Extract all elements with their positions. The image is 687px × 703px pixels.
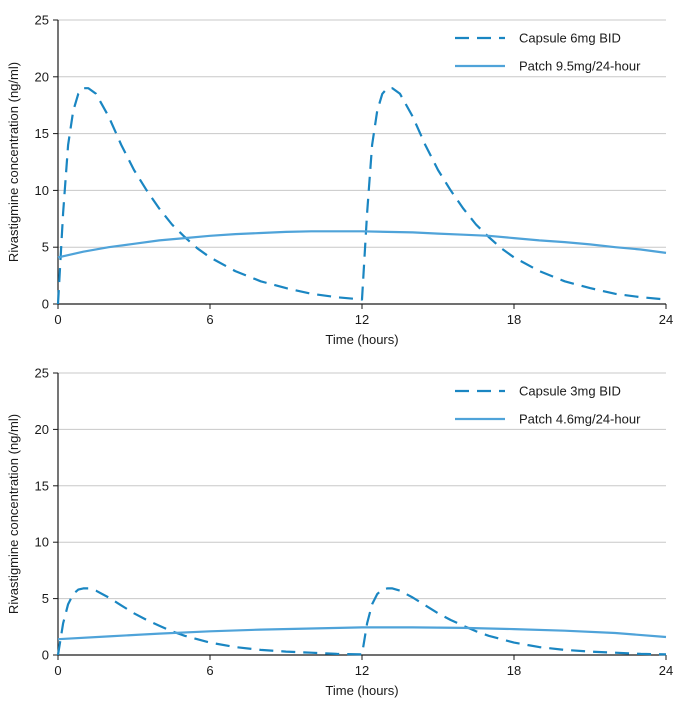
patch-series-line — [57, 626, 667, 641]
x-axis-title: Time (hours) — [325, 332, 398, 347]
legend-label-1: Capsule 6mg BID — [519, 31, 621, 46]
x-tick-label-6: 6 — [206, 312, 213, 327]
y-axis-title: Rivastigmine concentration (ng/ml) — [6, 62, 21, 262]
legend-label-2: Patch 4.6mg/24-hour — [519, 412, 641, 427]
y-tick-label-20: 20 — [35, 69, 49, 84]
x-tick-label-18: 18 — [507, 312, 521, 327]
x-tick-label-12: 12 — [355, 312, 369, 327]
chart-panel-1: 0 5 10 15 20 25 0 6 12 18 24 Time (hours) Rivastigmi… — [6, 13, 673, 348]
legend-label-1: Capsule 3mg BID — [519, 384, 621, 399]
x-tick-label-24: 24 — [659, 312, 673, 327]
capsule-series-line — [56, 587, 667, 656]
y-tick-label-15: 15 — [35, 478, 49, 493]
y-tick-label-25: 25 — [35, 13, 49, 28]
y-tick-label-5: 5 — [42, 240, 49, 255]
y-tick-label-25: 25 — [35, 366, 49, 381]
y-tick-label-10: 10 — [35, 535, 49, 550]
x-tick-label-6: 6 — [206, 663, 213, 678]
chart-panel-2: 0 5 10 15 20 25 0 6 12 18 24 Time (hours) Rivastigmi… — [6, 366, 673, 699]
y-tick-label-5: 5 — [42, 591, 49, 606]
x-axis-title: Time (hours) — [325, 683, 398, 698]
x-tick-label-0: 0 — [54, 663, 61, 678]
legend-label-2: Patch 9.5mg/24-hour — [519, 59, 641, 74]
x-tick-label-12: 12 — [355, 663, 369, 678]
y-tick-label-0: 0 — [42, 297, 49, 312]
x-tick-label-18: 18 — [507, 663, 521, 678]
y-tick-label-15: 15 — [35, 126, 49, 141]
x-tick-label-24: 24 — [659, 663, 673, 678]
y-tick-label-20: 20 — [35, 422, 49, 437]
y-axis-title: Rivastigmine concentration (ng/ml) — [6, 414, 21, 614]
patch-series-line — [57, 230, 667, 259]
y-tick-label-0: 0 — [42, 648, 49, 663]
y-tick-label-10: 10 — [35, 183, 49, 198]
x-tick-label-0: 0 — [54, 312, 61, 327]
capsule-series-line — [56, 87, 667, 305]
